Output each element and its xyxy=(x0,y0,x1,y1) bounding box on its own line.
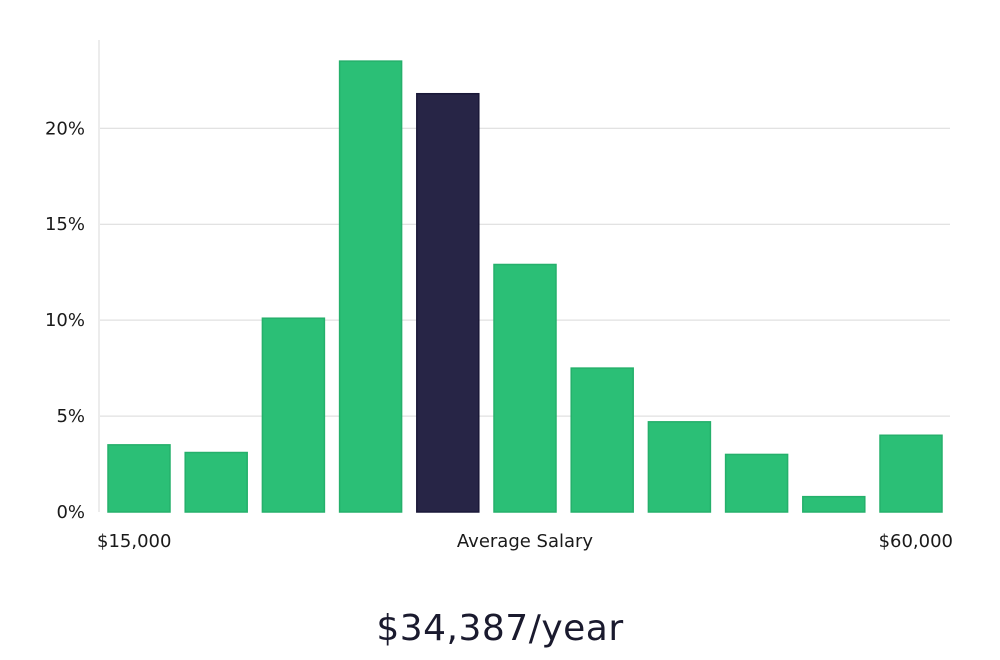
x-label-center: Average Salary xyxy=(457,531,594,552)
y-tick-label: 10% xyxy=(45,310,85,331)
y-tick-label: 15% xyxy=(45,214,85,235)
x-label-min: $15,000 xyxy=(97,531,171,552)
bar xyxy=(879,434,943,513)
y-tick-label: 5% xyxy=(56,406,85,427)
bar xyxy=(338,60,403,513)
bar xyxy=(724,453,789,513)
y-tick-labels: 0% 5% 10% 15% 20% xyxy=(45,118,85,523)
bar xyxy=(184,451,248,513)
bar xyxy=(647,421,712,513)
y-tick-label: 0% xyxy=(56,502,85,523)
bars xyxy=(107,60,943,513)
bar xyxy=(107,444,171,513)
bar-highlighted xyxy=(416,92,480,513)
bar xyxy=(261,317,326,513)
y-tick-label: 20% xyxy=(45,118,85,139)
bar xyxy=(570,367,634,513)
x-label-max: $60,000 xyxy=(879,531,953,552)
bar xyxy=(493,263,557,513)
average-salary: $34,387/year xyxy=(376,608,624,649)
bar xyxy=(802,495,866,513)
